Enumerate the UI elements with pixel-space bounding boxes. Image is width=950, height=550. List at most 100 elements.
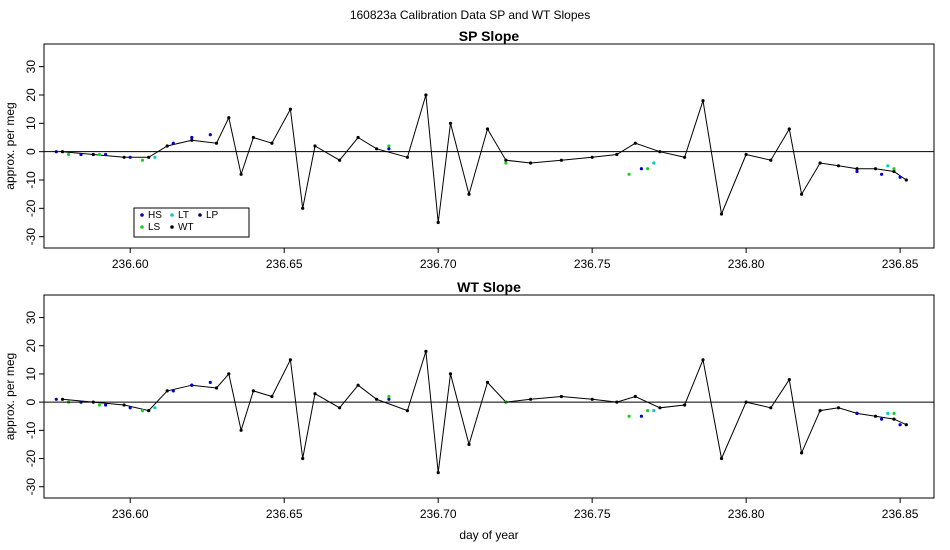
x-tick-label: 236.80 <box>728 257 765 271</box>
y-tick-label: 30 <box>24 60 38 74</box>
data-point-wt <box>467 443 470 446</box>
data-point-wt <box>683 156 686 159</box>
page-title: 160823a Calibration Data SP and WT Slope… <box>350 8 590 22</box>
data-point-wt <box>313 144 316 147</box>
x-tick-label: 236.65 <box>266 257 303 271</box>
data-point-ls <box>141 159 144 162</box>
y-tick-label: 10 <box>24 116 38 130</box>
data-point-wt <box>874 415 877 418</box>
y-tick-label: 20 <box>24 88 38 102</box>
data-point-ls <box>646 167 649 170</box>
data-point-wt <box>701 358 704 361</box>
data-point-hs <box>79 153 82 156</box>
legend-label-lt: LT <box>178 210 189 221</box>
data-point-hs <box>387 147 390 150</box>
legend-marker-hs <box>140 213 144 217</box>
data-point-hs <box>129 156 132 159</box>
data-point-wt <box>406 409 409 412</box>
data-point-lt <box>886 412 889 415</box>
data-point-hs <box>190 136 193 139</box>
data-point-wt <box>375 398 378 401</box>
series-hs <box>55 133 902 179</box>
data-point-wt <box>745 153 748 156</box>
data-point-lt <box>886 164 889 167</box>
data-point-wt <box>892 418 895 421</box>
data-point-hs <box>209 381 212 384</box>
data-point-wt <box>892 170 895 173</box>
data-point-wt <box>591 156 594 159</box>
data-point-wt <box>270 142 273 145</box>
data-point-lt <box>153 156 156 159</box>
data-point-wt <box>560 159 563 162</box>
series-wt <box>61 350 908 474</box>
wt-slope-panel: WT Slope236.60 236.65 236.70 236.75 236.80 23… <box>3 279 934 542</box>
x-tick-label: 236.60 <box>112 507 149 521</box>
data-point-wt <box>289 108 292 111</box>
data-point-hs <box>55 398 58 401</box>
data-point-ls <box>892 412 895 415</box>
data-point-wt <box>92 153 95 156</box>
data-point-hs <box>172 142 175 145</box>
data-point-wt <box>615 153 618 156</box>
data-point-hs <box>880 173 883 176</box>
x-tick-label: 236.85 <box>882 257 919 271</box>
data-point-ls <box>98 153 101 156</box>
data-point-wt <box>215 142 218 145</box>
x-tick-label: 236.70 <box>420 507 457 521</box>
legend-label-hs: HS <box>148 210 162 221</box>
data-point-wt <box>123 156 126 159</box>
data-point-wt <box>769 159 772 162</box>
data-point-wt <box>701 99 704 102</box>
data-point-wt <box>123 403 126 406</box>
plot-area <box>55 350 908 474</box>
series-lt <box>153 406 889 415</box>
x-tick-label: 236.80 <box>728 507 765 521</box>
data-point-hs <box>209 133 212 136</box>
y-tick-label: -20 <box>24 199 38 217</box>
data-point-hs <box>880 418 883 421</box>
data-point-wt <box>855 167 858 170</box>
series-line-wt <box>63 95 907 223</box>
data-point-wt <box>375 147 378 150</box>
data-point-hs <box>104 403 107 406</box>
data-point-ls <box>504 161 507 164</box>
data-point-hs <box>190 384 193 387</box>
data-point-wt <box>190 139 193 142</box>
data-point-wt <box>905 423 908 426</box>
x-tick-label: 236.75 <box>574 507 611 521</box>
data-point-wt <box>800 451 803 454</box>
legend-label-ls: LS <box>148 222 161 233</box>
y-tick-label: 20 <box>24 339 38 353</box>
data-point-hs <box>129 406 132 409</box>
data-point-wt <box>166 389 169 392</box>
x-tick-label: 236.85 <box>882 507 919 521</box>
legend-label-lp: LP <box>206 210 219 221</box>
data-point-wt <box>289 358 292 361</box>
legend-marker-lt <box>170 213 174 217</box>
y-tick-label: -10 <box>24 171 38 189</box>
data-point-wt <box>424 350 427 353</box>
data-point-wt <box>61 398 64 401</box>
legend: HS LT LP LS WT <box>134 208 249 237</box>
data-point-wt <box>252 136 255 139</box>
data-point-ls <box>141 409 144 412</box>
data-point-wt <box>720 457 723 460</box>
data-point-hs <box>855 170 858 173</box>
data-point-wt <box>147 156 150 159</box>
data-point-wt <box>658 406 661 409</box>
data-point-wt <box>467 193 470 196</box>
data-point-ls <box>628 415 631 418</box>
legend-marker-wt <box>170 225 174 229</box>
y-tick-label: -10 <box>24 421 38 439</box>
data-point-wt <box>437 221 440 224</box>
y-tick-label: -30 <box>24 478 38 496</box>
y-axis-label: approx. per meg <box>3 102 17 189</box>
x-axis-label: day of year <box>459 528 518 542</box>
data-point-wt <box>240 173 243 176</box>
data-point-wt <box>486 381 489 384</box>
data-point-wt <box>819 409 822 412</box>
data-point-wt <box>147 409 150 412</box>
data-point-ls <box>646 409 649 412</box>
y-tick-label: 0 <box>24 398 38 405</box>
data-point-wt <box>819 161 822 164</box>
